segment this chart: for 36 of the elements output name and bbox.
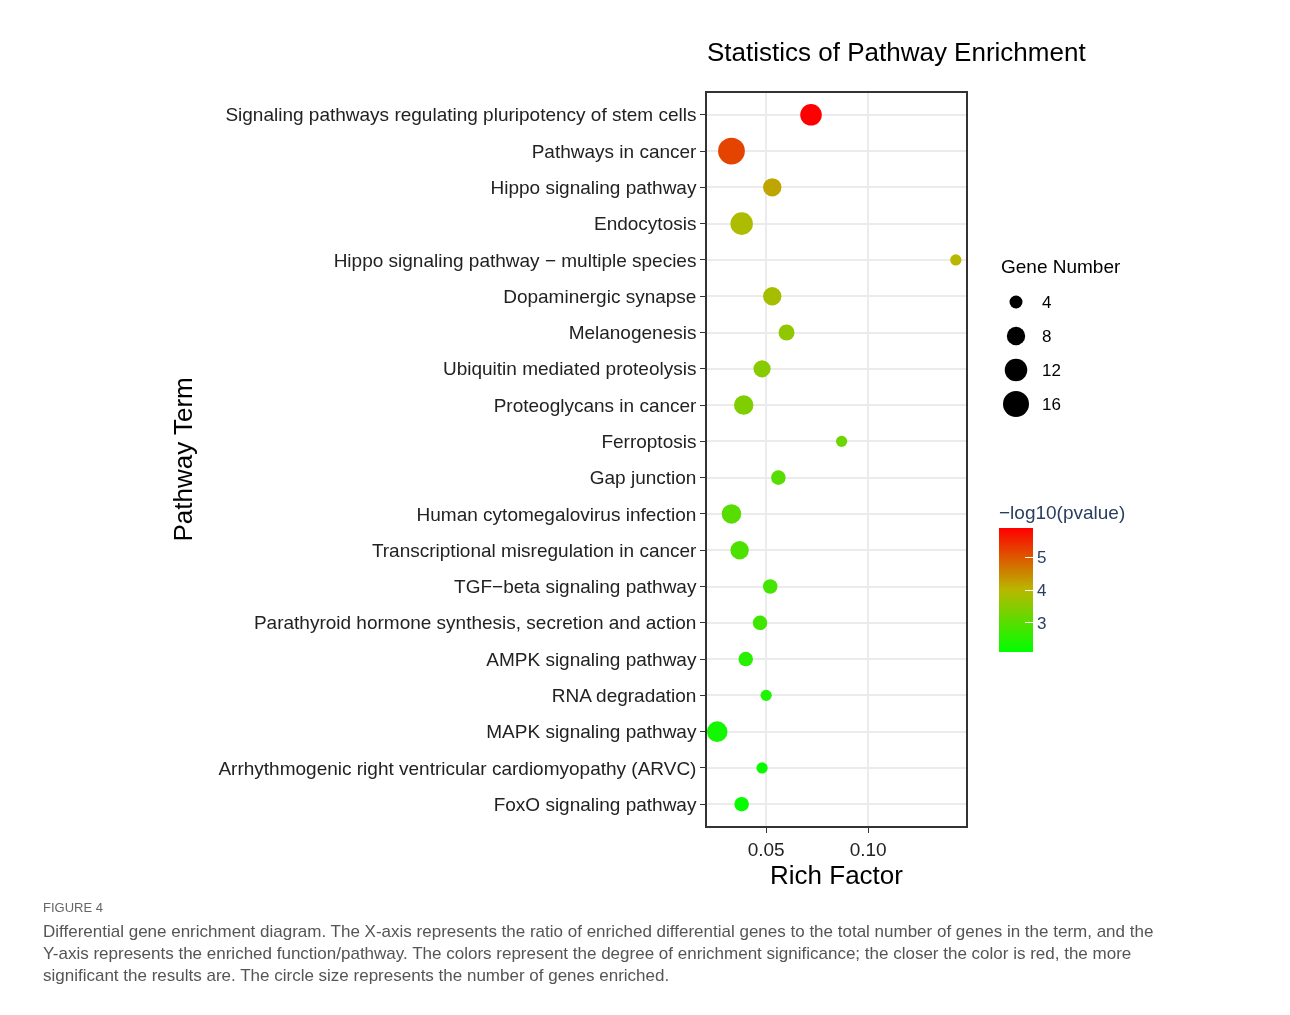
legend-label: 16 [1042, 395, 1061, 414]
y-tick-label: Proteoglycans in cancer [493, 394, 698, 416]
chart-title: Statistics of Pathway Enrichment [707, 37, 1087, 68]
legend-label: 12 [1042, 361, 1061, 380]
legend-title: Gene Number [1001, 256, 1122, 277]
y-tick-label: Transcriptional misregulation in cancer [371, 539, 698, 561]
y-axis-title: Pathway Term [167, 377, 198, 542]
x-tick-label: 0.10 [849, 838, 887, 860]
caption: FIGURE 4 [43, 900, 103, 915]
y-tick-label: Hippo signaling pathway − multiple species [333, 249, 697, 271]
y-tick-label: MAPK signaling pathway [486, 721, 697, 743]
color-bar-label: 5 [1036, 548, 1047, 568]
y-tick-label: AMPK signaling pathway [486, 648, 697, 670]
color-bar-title: −log10(pvalue) [999, 502, 1126, 524]
text: Differential gene enrichment diagram. The X-axis represents the ratio of enriched differential genes to the total number of genes in the term, and the Y-axis represents the enriched function/pathway. The colors represent the degree of enrichment significance; the closer the color is red, the more significant the results are. The circle size represents the number of genes enriched. [43, 922, 1154, 986]
x-axis-title: Rich Factor [770, 859, 904, 890]
y-tick-label: Arrhythmogenic right ventricular cardiomyopathy (ARVC) [218, 757, 697, 779]
y-tick-label: Endocytosis [594, 213, 697, 235]
y-tick-label: TGF−beta signaling pathway [454, 576, 697, 598]
color-bar-label: 4 [1036, 580, 1047, 600]
color-bar-label: 3 [1036, 613, 1047, 633]
y-tick-label: Dopaminergic synapse [503, 285, 697, 307]
y-tick-label: Gap junction [589, 467, 697, 489]
x-tick-label: 0.05 [747, 838, 785, 860]
y-tick-label: Hippo signaling pathway [490, 177, 697, 198]
y-tick-label: Pathways in cancer [531, 140, 698, 162]
legend-label: 8 [1042, 327, 1052, 346]
y-tick-label: Melanogenesis [568, 322, 697, 344]
legend-label: 4 [1042, 293, 1052, 312]
y-tick-label: Parathyroid hormone synthesis, secretion and action [253, 612, 697, 634]
y-tick-label: Ferroptosis [601, 431, 697, 453]
y-tick-label: Signaling pathways regulating pluripotency of stem cells [225, 104, 697, 126]
y-tick-label: FoxO signaling pathway [493, 793, 697, 815]
y-tick-label: RNA degradation [551, 685, 697, 707]
y-tick-label: Human cytomegalovirus infection [416, 503, 697, 525]
y-tick-label: Ubiquitin mediated proteolysis [442, 358, 697, 380]
